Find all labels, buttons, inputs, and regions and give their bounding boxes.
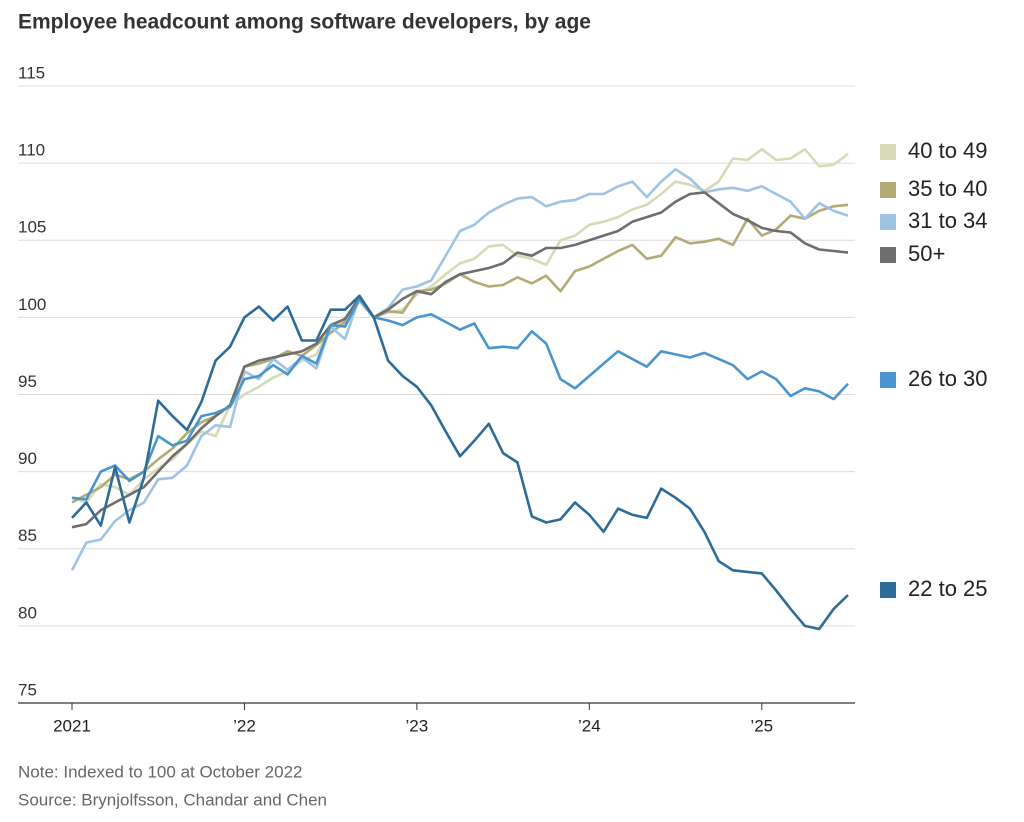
y-tick-label: 80	[18, 603, 37, 622]
x-tick-label: ’23	[406, 716, 429, 735]
y-tick-label: 110	[18, 141, 45, 160]
series-line	[71, 203, 849, 504]
chart-title: Employee headcount among software develo…	[18, 11, 591, 34]
y-tick-label: 95	[18, 372, 37, 391]
series-line	[70, 168, 849, 571]
legend-swatch	[880, 582, 896, 598]
y-tick-label: 90	[18, 449, 37, 468]
series-line	[71, 294, 849, 631]
legend-swatch	[880, 144, 896, 160]
y-tick-label: 105	[18, 218, 46, 237]
legend-label: 26 to 30	[908, 366, 988, 391]
legend-label: 35 to 40	[908, 176, 988, 201]
note: Note: Indexed to 100 at October 2022	[18, 762, 302, 781]
legend-swatch	[880, 182, 896, 198]
legend-swatch	[880, 247, 896, 263]
series-line	[71, 191, 849, 529]
y-tick-label: 100	[18, 295, 46, 314]
x-tick-label: 2021	[53, 716, 91, 735]
y-tick-label: 85	[18, 526, 37, 545]
y-tick-label: 115	[18, 63, 45, 82]
source: Source: Brynjolfsson, Chandar and Chen	[18, 790, 327, 809]
legend-swatch	[880, 372, 896, 388]
legend-label: 31 to 34	[908, 208, 988, 233]
series-line	[71, 297, 849, 501]
legend-swatch	[880, 214, 896, 230]
x-tick-label: ’25	[750, 716, 773, 735]
x-tick-label: ’24	[578, 716, 601, 735]
legend-label: 40 to 49	[908, 138, 988, 163]
y-tick-label: 75	[18, 680, 37, 699]
series-line	[71, 147, 849, 504]
legend-label: 22 to 25	[908, 576, 988, 601]
x-tick-label: ’22	[233, 716, 256, 735]
legend-label: 50+	[908, 241, 945, 266]
